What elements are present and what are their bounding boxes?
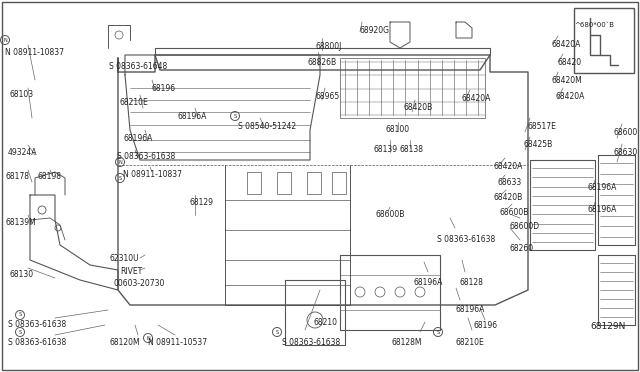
Text: 68139M: 68139M [5,218,36,227]
Text: N: N [146,336,150,340]
Text: 68129: 68129 [190,198,214,207]
Text: 68965: 68965 [316,92,340,101]
Text: S 08363-61638: S 08363-61638 [8,320,67,329]
Text: RIVET: RIVET [120,267,142,276]
Text: 68196A: 68196A [178,112,207,121]
Text: 68128: 68128 [460,278,484,287]
Text: 68196A: 68196A [587,183,616,192]
Text: 68196A: 68196A [124,134,154,143]
Text: 68196: 68196 [474,321,498,330]
Text: 68420M: 68420M [551,76,582,85]
Text: 68129N: 68129N [590,322,625,331]
Text: S: S [275,330,278,334]
Text: 68420A: 68420A [551,40,580,49]
Text: 68196A: 68196A [455,305,484,314]
Text: 68517E: 68517E [527,122,556,131]
Text: 68198: 68198 [37,172,61,181]
Text: ^680*00`B: ^680*00`B [574,22,614,28]
Text: 68420B: 68420B [404,103,433,112]
Bar [574,8,634,73]
Bar [340,58,485,118]
Text: S: S [234,113,237,119]
Bar [307,172,321,194]
Text: N 08911-10837: N 08911-10837 [123,170,182,179]
Bar [277,172,291,194]
Text: 68128M: 68128M [392,338,422,347]
Text: 68600B: 68600B [375,210,404,219]
Text: 68196A: 68196A [587,205,616,214]
Text: 68103: 68103 [10,90,34,99]
Text: S: S [436,330,440,334]
Text: 68130: 68130 [10,270,34,279]
Text: S: S [19,312,22,317]
Text: 68633: 68633 [497,178,521,187]
Text: 68600B: 68600B [500,208,529,217]
Text: 68420A: 68420A [493,162,522,171]
Text: S 08363-61638: S 08363-61638 [117,152,175,161]
Text: S: S [19,330,22,334]
Bar [332,172,346,194]
Text: 68630: 68630 [614,148,638,157]
Text: 62310U: 62310U [110,254,140,263]
Text: N: N [3,38,7,42]
Text: S 08363-61638: S 08363-61638 [8,338,67,347]
Text: 68196A: 68196A [414,278,444,287]
Text: 68800J: 68800J [315,42,341,51]
Text: N 08911-10537: N 08911-10537 [148,338,207,347]
Text: 68420A: 68420A [555,92,584,101]
Text: 68260: 68260 [510,244,534,253]
Text: 68420: 68420 [558,58,582,67]
Text: N: N [118,160,122,164]
Text: 68178: 68178 [5,172,29,181]
Text: 00603-20730: 00603-20730 [114,279,165,288]
Text: 49324A: 49324A [8,148,38,157]
Text: S: S [118,176,122,180]
Bar [247,172,261,194]
Text: 68920G: 68920G [359,26,389,35]
Text: 68600D: 68600D [510,222,540,231]
Text: 68600: 68600 [614,128,638,137]
Text: 68420A: 68420A [462,94,492,103]
Text: 68425B: 68425B [524,140,553,149]
Text: 68826B: 68826B [308,58,337,67]
Text: 68210: 68210 [313,318,337,327]
Text: 68120M: 68120M [110,338,141,347]
Text: 68210E: 68210E [456,338,484,347]
Text: 68196: 68196 [152,84,176,93]
Text: S 08363-61638: S 08363-61638 [282,338,340,347]
Text: 68420B: 68420B [493,193,522,202]
Text: 68139: 68139 [374,145,398,154]
Text: S 08363-61648: S 08363-61648 [109,62,167,71]
Text: 68138: 68138 [400,145,424,154]
Text: 68210E: 68210E [120,98,148,107]
Text: 68100: 68100 [386,125,410,134]
Text: S 08363-61638: S 08363-61638 [437,235,495,244]
Text: N 08911-10837: N 08911-10837 [5,48,64,57]
Text: S 08540-51242: S 08540-51242 [238,122,296,131]
